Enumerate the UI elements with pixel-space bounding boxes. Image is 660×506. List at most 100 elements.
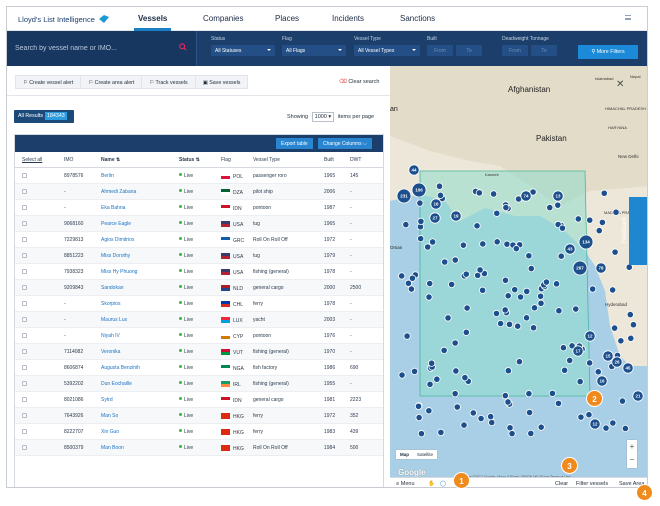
table-row[interactable]: 5392202 Dun Eochaille Live IRL fishing (gene…	[15, 376, 383, 392]
vessel-cluster[interactable]	[408, 164, 420, 176]
vessel-marker[interactable]	[512, 245, 520, 253]
map-panel[interactable]: Afghanistan Pakistan HIMACHAL PRADESH HARYA…	[390, 66, 648, 488]
save-area-button[interactable]: Save Area	[619, 481, 645, 487]
row-checkbox[interactable]	[22, 317, 27, 322]
vessel-cluster[interactable]	[611, 356, 623, 368]
row-checkbox[interactable]	[22, 173, 27, 178]
vessel-cluster[interactable]	[602, 350, 614, 362]
vessel-marker[interactable]	[501, 392, 509, 400]
table-row[interactable]: - Ahmedi Zabana Live DZA pilot ship 2006 -	[15, 184, 383, 200]
map-canvas[interactable]: Afghanistan Pakistan HIMACHAL PRADESH HARYA…	[390, 66, 648, 488]
vessel-marker[interactable]	[612, 208, 620, 216]
change-columns-button[interactable]: Change Columns ⌵	[318, 138, 372, 149]
vessel-marker[interactable]	[437, 428, 445, 437]
table-row[interactable]: 8851223 Miss Dorothy Live USA tug 1979 -	[15, 248, 383, 264]
row-checkbox[interactable]	[22, 237, 27, 242]
vessel-cluster[interactable]	[552, 190, 564, 202]
vessel-marker[interactable]	[557, 252, 565, 260]
table-row[interactable]: 8500379 Man Boon Live HKG Roll On Roll Off 19…	[15, 440, 383, 456]
vessel-marker[interactable]	[525, 390, 533, 398]
vessel-cluster[interactable]	[622, 362, 634, 374]
vessel-marker[interactable]	[428, 359, 436, 367]
vessel-marker[interactable]	[505, 320, 514, 328]
track-vessels-button[interactable]: ⚐ Track vessels	[142, 76, 196, 88]
vessel-marker[interactable]	[561, 366, 569, 374]
vessel-marker[interactable]	[629, 321, 638, 329]
vessel-marker[interactable]	[441, 258, 449, 266]
vessel-marker[interactable]	[609, 419, 617, 427]
vessel-marker[interactable]	[566, 356, 574, 365]
row-checkbox[interactable]	[22, 189, 27, 194]
cell-name-link[interactable]: Maurus Lux	[101, 317, 128, 323]
vessel-marker[interactable]	[525, 252, 533, 260]
row-checkbox[interactable]	[22, 381, 27, 386]
row-checkbox[interactable]	[22, 269, 27, 274]
vessel-marker[interactable]	[506, 424, 514, 432]
row-checkbox[interactable]	[22, 397, 27, 402]
vessel-cluster[interactable]	[429, 212, 441, 224]
select-all-link[interactable]: Select all	[22, 157, 43, 163]
vessel-marker[interactable]	[523, 287, 531, 295]
vessel-marker[interactable]	[542, 278, 551, 286]
brand-logo[interactable]: Lloyd's List Intelligence	[18, 15, 109, 24]
vessel-cluster[interactable]	[584, 330, 596, 342]
vessel-marker[interactable]	[461, 374, 469, 382]
vessel-marker[interactable]	[527, 429, 535, 438]
vessel-marker[interactable]	[501, 276, 510, 284]
row-checkbox[interactable]	[22, 221, 27, 226]
vessel-marker[interactable]	[504, 367, 512, 375]
vessel-marker[interactable]	[469, 409, 477, 417]
vessel-marker[interactable]	[448, 280, 456, 288]
vessel-marker[interactable]	[475, 189, 483, 197]
header-vessel-type[interactable]: Vessel Type	[253, 157, 280, 163]
vessel-marker[interactable]	[529, 324, 538, 332]
clear-search-button[interactable]: ⌫ Clear search	[339, 79, 380, 85]
vessel-marker[interactable]	[600, 189, 608, 197]
cell-name-link[interactable]: Pearce Eagle	[101, 221, 132, 227]
cell-name-link[interactable]: Sytrd	[101, 397, 113, 403]
vessel-marker[interactable]	[479, 240, 487, 248]
menu-icon[interactable]	[625, 15, 631, 20]
vessel-marker[interactable]	[546, 203, 554, 212]
vessel-marker[interactable]	[490, 190, 498, 198]
vessel-marker[interactable]	[595, 226, 603, 235]
vessel-marker[interactable]	[453, 403, 461, 411]
tab-sanctions[interactable]: Sanctions	[400, 14, 436, 23]
close-map-icon[interactable]: ✕	[616, 79, 625, 90]
vessel-marker[interactable]	[559, 344, 568, 352]
vessel-cluster[interactable]	[430, 198, 442, 210]
cell-name-link[interactable]: Agios Dimitrios	[101, 237, 135, 243]
table-row[interactable]: 7229813 Agios Dimitrios Live GRC Roll On Rol…	[15, 232, 383, 248]
table-row[interactable]: 9068160 Pearce Eagle Live USA tug 1965 -	[15, 216, 383, 232]
cell-name-link[interactable]: Veronika	[101, 349, 121, 355]
map-menu-button[interactable]: ≡ Menu	[396, 481, 415, 487]
table-row[interactable]: 8606874 Augusta Benzinih Live NGA fish facto…	[15, 360, 383, 376]
map-type-satellite[interactable]: Satellite	[417, 452, 434, 457]
row-checkbox[interactable]	[22, 429, 27, 434]
vessel-marker[interactable]	[462, 328, 470, 336]
all-results-tab[interactable]: All Results 184343	[14, 110, 74, 123]
header-name[interactable]: Name ⇅	[101, 157, 121, 163]
vessel-marker[interactable]	[537, 423, 545, 431]
vessel-marker[interactable]	[476, 266, 484, 274]
export-table-button[interactable]: Export table	[276, 138, 313, 149]
vessel-marker[interactable]	[440, 346, 448, 354]
create-vessel-alert-button[interactable]: ⚐ Create vessel alert	[16, 76, 82, 88]
vessel-marker[interactable]	[429, 238, 437, 246]
table-row[interactable]: 7114082 Veronika Live VUT fishing (general) 1…	[15, 344, 383, 360]
vessel-cluster[interactable]	[572, 345, 584, 357]
vessel-marker[interactable]	[527, 264, 535, 273]
table-row[interactable]: 8021086 Sytrd Live IDN general cargo 1981 2223	[15, 392, 383, 408]
vessel-type-select[interactable]: All Vessel Types	[354, 45, 420, 56]
vessel-marker[interactable]	[417, 235, 425, 243]
table-row[interactable]: 7643926 Man So Live HKG ferry 1972 352	[15, 408, 383, 424]
clear-area-button[interactable]: Clear	[555, 481, 569, 487]
vessel-marker[interactable]	[435, 182, 444, 190]
vessel-marker[interactable]	[511, 286, 519, 294]
vessel-marker[interactable]	[416, 199, 424, 207]
vessel-marker[interactable]	[525, 408, 534, 417]
vessel-marker[interactable]	[627, 334, 635, 342]
vessel-marker[interactable]	[554, 399, 563, 407]
vessel-marker[interactable]	[404, 279, 413, 287]
